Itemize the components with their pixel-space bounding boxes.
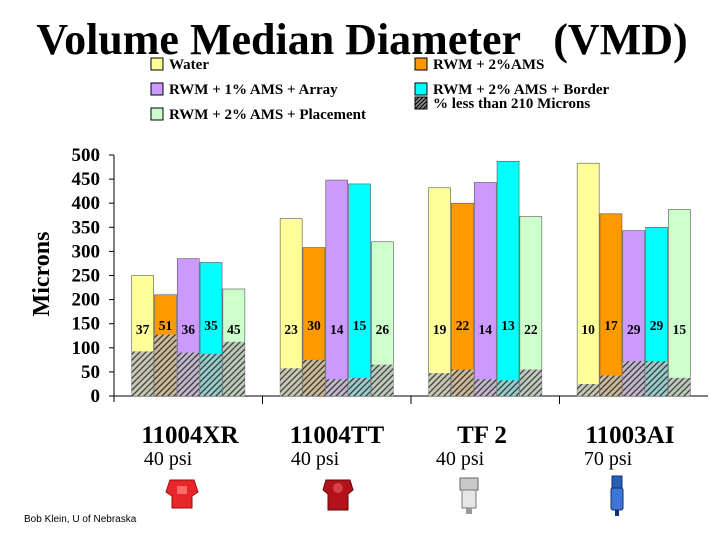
legend-label-2: RWM + 2%AMS bbox=[433, 57, 544, 73]
x-pressure-label: 40 psi bbox=[436, 448, 485, 470]
pct-hatch-11003AI-series-1 bbox=[577, 383, 600, 396]
pct-hatch-11004XR-series-3 bbox=[177, 352, 200, 396]
pct-hatch-11004TT-series-4 bbox=[348, 377, 371, 396]
pct-hatch-11003AI-series-2 bbox=[599, 375, 622, 396]
pct-hatch-TF 2-series-3 bbox=[474, 379, 497, 396]
bar-TF 2-series-3 bbox=[473, 182, 497, 397]
credit-text: Bob Klein, U of Nebraska bbox=[24, 514, 137, 525]
y-tick-label: 200 bbox=[72, 290, 101, 311]
nozzle-tf2-icon bbox=[459, 477, 479, 514]
pct-label-11003AI-series-3: 29 bbox=[627, 322, 641, 337]
legend-label-pct: % less than 210 Microns bbox=[433, 96, 590, 112]
legend-swatch-5 bbox=[150, 107, 164, 121]
x-pressure-label: 40 psi bbox=[144, 448, 193, 470]
pct-label-11004XR-series-4: 35 bbox=[204, 318, 218, 333]
legend-label-3: RWM + 1% AMS + Array bbox=[169, 82, 338, 98]
pct-hatch-11004TT-series-3 bbox=[325, 379, 348, 396]
pct-label-11004XR-series-5: 45 bbox=[227, 322, 241, 337]
bars bbox=[131, 160, 691, 397]
bar-11003AI-series-5 bbox=[668, 209, 691, 397]
y-axis-label: Microns bbox=[29, 232, 55, 317]
pct-label-11004TT-series-1: 23 bbox=[284, 322, 298, 337]
legend: Water RWM + 2%AMS RWM + 1% AMS + Array RWM … bbox=[150, 57, 609, 123]
bar-TF 2-series-2 bbox=[451, 202, 474, 397]
nozzle-11003ai-icon bbox=[610, 475, 624, 516]
bar-11004TT-series-4 bbox=[348, 183, 371, 397]
pct-hatch-11003AI-series-4 bbox=[645, 361, 668, 396]
pct-hatch-11004XR-series-1 bbox=[131, 351, 154, 396]
pct-label-11004TT-series-5: 26 bbox=[376, 322, 390, 337]
legend-label-5: RWM + 2% AMS + Placement bbox=[169, 107, 366, 123]
pct-label-TF 2-series-1: 19 bbox=[433, 322, 447, 337]
bar-11003AI-series-2 bbox=[599, 213, 623, 397]
pct-hatch-TF 2-series-1 bbox=[428, 373, 451, 396]
bar-11003AI-series-1 bbox=[576, 162, 600, 397]
pct-label-11003AI-series-1: 10 bbox=[581, 322, 595, 337]
y-tick-label: 250 bbox=[72, 266, 101, 287]
x-category-label: TF 2 bbox=[457, 422, 507, 449]
pct-label-TF 2-series-4: 13 bbox=[501, 318, 515, 333]
bar-TF 2-series-4 bbox=[496, 160, 520, 397]
pct-hatch-11003AI-series-5 bbox=[668, 377, 691, 396]
legend-swatch-4 bbox=[414, 82, 428, 96]
y-tick-label: 100 bbox=[72, 338, 101, 359]
pct-labels: 37 51 36 35 45 23 30 14 15 26 19 22 14 13 22 10 17 29 29 15 bbox=[136, 318, 686, 337]
pct-hatch-11003AI-series-3 bbox=[622, 361, 645, 396]
y-tick-label: 500 bbox=[72, 145, 101, 166]
y-tick-label: 300 bbox=[72, 241, 101, 262]
pct-hatch-11004TT-series-5 bbox=[371, 364, 394, 396]
pct-label-11003AI-series-4: 29 bbox=[650, 318, 664, 333]
pct-hatch-11004TT-series-2 bbox=[302, 359, 325, 396]
pct-hatch-TF 2-series-2 bbox=[451, 369, 474, 396]
bar-TF 2-series-1 bbox=[428, 187, 451, 397]
pct-label-11004TT-series-4: 15 bbox=[353, 318, 367, 333]
pct-label-11004TT-series-3: 14 bbox=[330, 322, 344, 337]
bar-11004TT-series-3 bbox=[325, 179, 349, 397]
x-category-label: 11004TT bbox=[290, 422, 385, 449]
legend-swatch-pct bbox=[414, 96, 428, 110]
chart-title: Volume Median Diameter (VMD) bbox=[36, 15, 687, 64]
y-axis: 0 50 100 150 200 250 300 350 400 450 500 bbox=[72, 145, 708, 407]
x-category-label: 11003AI bbox=[586, 422, 675, 449]
legend-label-4: RWM + 2% AMS + Border bbox=[433, 82, 609, 98]
pct-hatch-11004TT-series-1 bbox=[280, 368, 303, 396]
y-tick-label: 0 bbox=[91, 386, 101, 407]
y-tick-label: 400 bbox=[72, 193, 101, 214]
y-tick-label: 50 bbox=[81, 362, 100, 383]
y-tick-label: 350 bbox=[72, 217, 101, 238]
pct-label-11003AI-series-2: 17 bbox=[604, 318, 618, 333]
pct-label-11004XR-series-1: 37 bbox=[136, 322, 150, 337]
pct-hatch-TF 2-series-5 bbox=[519, 369, 542, 396]
pct-label-11004XR-series-3: 36 bbox=[182, 322, 196, 337]
pct-hatch-11004XR-series-5 bbox=[222, 341, 245, 396]
x-pressure-label: 70 psi bbox=[584, 448, 633, 470]
legend-swatch-1 bbox=[150, 57, 164, 71]
x-category-label: 11004XR bbox=[141, 422, 239, 449]
y-tick-label: 450 bbox=[72, 169, 101, 190]
nozzle-11004xr-icon bbox=[165, 479, 199, 509]
legend-label-1: Water bbox=[169, 57, 209, 73]
nozzle-11004tt-icon bbox=[322, 479, 354, 511]
y-tick-label: 150 bbox=[72, 314, 101, 335]
x-pressure-label: 40 psi bbox=[291, 448, 340, 470]
legend-swatch-2 bbox=[414, 57, 428, 71]
legend-swatch-3 bbox=[150, 82, 164, 96]
pct-hatch-11004XR-series-4 bbox=[200, 353, 223, 396]
pct-hatch-TF 2-series-4 bbox=[497, 380, 520, 396]
pct-label-TF 2-series-5: 22 bbox=[524, 322, 538, 337]
pct-label-TF 2-series-3: 14 bbox=[479, 322, 493, 337]
pct-label-11004XR-series-2: 51 bbox=[159, 318, 173, 333]
pct-label-11003AI-series-5: 15 bbox=[673, 322, 687, 337]
pct-label-TF 2-series-2: 22 bbox=[456, 318, 470, 333]
bar-TF 2-series-5 bbox=[519, 216, 543, 397]
pct-hatch-11004XR-series-2 bbox=[154, 334, 177, 396]
pct-label-11004TT-series-2: 30 bbox=[307, 318, 321, 333]
